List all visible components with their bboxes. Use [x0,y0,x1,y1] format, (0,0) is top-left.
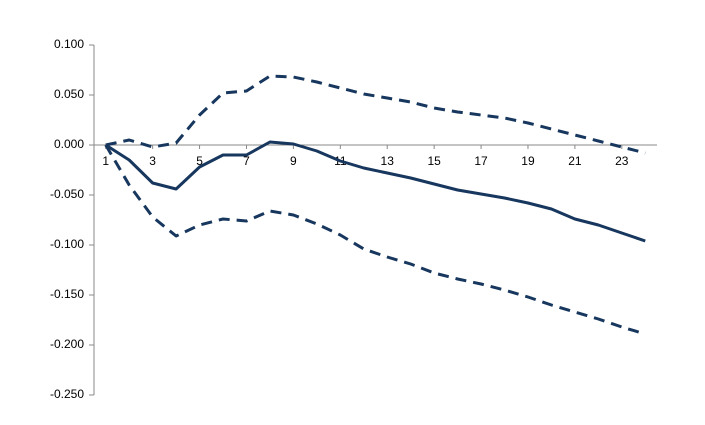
x-tick-label: 3 [149,154,156,168]
x-tick-label: 17 [474,154,488,168]
y-tick-label: -0.050 [50,187,84,201]
x-tick-label: 23 [615,154,629,168]
y-tick-label: -0.200 [50,337,84,351]
y-tick-label: 0.050 [54,87,84,101]
x-tick-label: 1 [102,154,109,168]
series-line [104,140,646,243]
x-tick-label: 7 [243,154,250,168]
series-line [105,74,646,155]
series-line [104,144,646,336]
x-tick-label: 5 [196,154,203,168]
x-tick-label: 13 [381,154,395,168]
y-tick-label: 0.000 [54,137,84,151]
y-tick-label: -0.100 [50,237,84,251]
x-tick-label: 9 [290,154,297,168]
x-tick-label: 15 [427,154,441,168]
y-tick-label: -0.250 [50,387,84,401]
y-tick-label: 0.100 [54,37,84,51]
y-tick-label: -0.150 [50,287,84,301]
x-tick-label: 21 [568,154,582,168]
x-tick-label: 19 [521,154,535,168]
